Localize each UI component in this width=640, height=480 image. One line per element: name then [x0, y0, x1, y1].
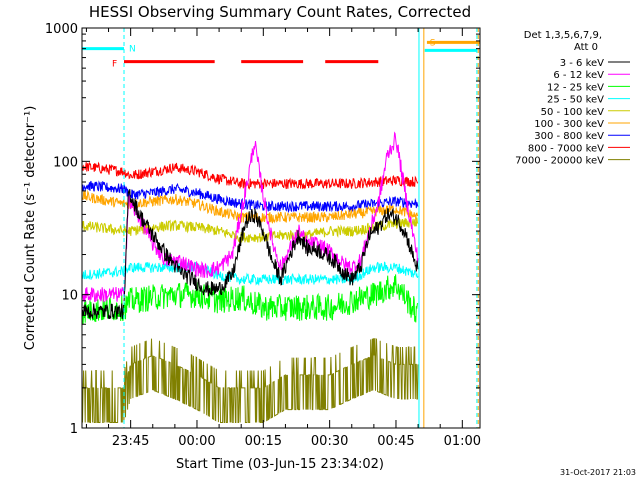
legend-label-1: 6 - 12 keV — [553, 70, 604, 81]
timestamp: 31-Oct-2017 21:03 — [560, 468, 636, 477]
series-6 — [81, 180, 419, 214]
y-tick-label: 100 — [53, 155, 78, 170]
chart-title: HESSI Observing Summary Count Rates, Cor… — [89, 3, 471, 21]
x-tick-label: 00:15 — [245, 434, 282, 449]
legend-header-0: Det 1,3,5,6,7,9, — [524, 30, 602, 41]
x-tick-label: 00:00 — [178, 434, 215, 449]
legend-header-1: Att 0 — [574, 42, 598, 53]
plot-frame — [81, 27, 481, 429]
flag-label-s: S — [430, 38, 436, 48]
y-axis-label: Corrected Count Rate (s⁻¹ detector⁻¹) — [23, 106, 38, 351]
series-8 — [81, 338, 419, 423]
x-tick-label: 23:45 — [112, 434, 149, 449]
series-7 — [81, 161, 419, 190]
x-axis-label: Start Time (03-Jun-15 23:34:02) — [176, 457, 384, 472]
y-tick-label: 1 — [70, 422, 78, 437]
legend-label-6: 300 - 800 keV — [534, 131, 604, 142]
x-tick-label: 01:00 — [444, 434, 481, 449]
legend-label-4: 50 - 100 keV — [541, 107, 605, 118]
legend-label-7: 800 - 7000 keV — [528, 143, 604, 154]
x-tick-label: 00:30 — [311, 434, 348, 449]
series-0 — [81, 189, 419, 320]
y-tick-label: 1000 — [45, 22, 78, 37]
marker-layer: N F S — [82, 28, 480, 428]
legend-label-8: 7000 - 20000 keV — [515, 156, 604, 167]
series-layer — [81, 131, 419, 423]
legend-label-2: 12 - 25 keV — [547, 82, 604, 93]
legend-label-0: 3 - 6 keV — [560, 58, 604, 69]
series-4 — [81, 217, 419, 243]
legend-label-5: 100 - 300 keV — [534, 119, 604, 130]
y-tick-label: 10 — [61, 289, 78, 304]
x-tick-label: 00:45 — [377, 434, 414, 449]
legend-label-3: 25 - 50 keV — [547, 95, 604, 106]
flag-label-n: N — [129, 45, 136, 55]
series-2 — [81, 274, 419, 325]
flag-label-f: F — [112, 60, 117, 70]
series-3 — [81, 261, 419, 286]
axes: 1 10 100 1000 23:45 00:00 00:15 00:30 00:45 01:00 — [45, 22, 481, 449]
